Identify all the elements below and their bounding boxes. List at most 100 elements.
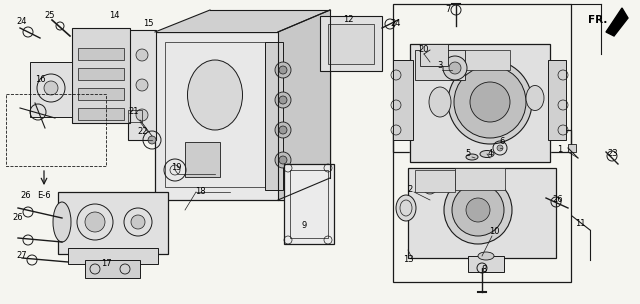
Bar	[68, 248, 158, 264]
Circle shape	[470, 82, 510, 122]
Bar	[393, 60, 413, 140]
Circle shape	[275, 152, 291, 168]
Circle shape	[279, 66, 287, 74]
Text: 22: 22	[138, 127, 148, 136]
Bar	[408, 168, 556, 258]
Text: 26: 26	[13, 213, 23, 223]
Text: 8: 8	[481, 265, 486, 275]
Bar	[465, 50, 510, 70]
Circle shape	[279, 96, 287, 104]
Bar	[58, 192, 168, 254]
Circle shape	[136, 79, 148, 91]
Text: 9: 9	[301, 222, 307, 230]
Circle shape	[275, 92, 291, 108]
Text: 19: 19	[171, 164, 181, 172]
Ellipse shape	[422, 176, 438, 194]
Circle shape	[444, 176, 512, 244]
Text: 3: 3	[437, 61, 443, 71]
Text: 1: 1	[557, 146, 563, 154]
Text: 15: 15	[143, 19, 153, 29]
Bar	[468, 256, 504, 272]
Bar	[328, 24, 374, 64]
Text: FR.: FR.	[588, 15, 607, 25]
Bar	[410, 44, 550, 162]
Bar	[78, 88, 124, 100]
Ellipse shape	[396, 195, 416, 221]
Bar	[415, 50, 465, 80]
Text: 13: 13	[403, 255, 413, 264]
Bar	[72, 28, 130, 123]
Bar	[78, 68, 124, 80]
Polygon shape	[410, 44, 550, 162]
Text: 10: 10	[489, 227, 499, 237]
Text: 24: 24	[17, 18, 28, 26]
Circle shape	[452, 184, 504, 236]
Bar	[284, 164, 334, 244]
Bar	[78, 108, 124, 120]
Text: 4: 4	[488, 150, 493, 158]
Circle shape	[131, 215, 145, 229]
Circle shape	[275, 122, 291, 138]
Text: 20: 20	[419, 46, 429, 54]
Circle shape	[136, 109, 148, 121]
Text: 26: 26	[553, 195, 563, 205]
Circle shape	[454, 66, 526, 138]
Bar	[265, 42, 283, 190]
Ellipse shape	[526, 85, 544, 110]
Polygon shape	[278, 10, 330, 200]
Text: 21: 21	[129, 108, 140, 116]
Circle shape	[466, 198, 490, 222]
Text: 24: 24	[391, 19, 401, 29]
Text: 7: 7	[445, 5, 451, 15]
Circle shape	[448, 60, 532, 144]
Bar	[155, 32, 330, 200]
Circle shape	[279, 156, 287, 164]
Bar	[290, 170, 328, 238]
Circle shape	[449, 62, 461, 74]
Bar	[568, 144, 576, 152]
Bar	[185, 142, 220, 177]
Circle shape	[275, 62, 291, 78]
Bar	[30, 62, 72, 117]
Circle shape	[279, 126, 287, 134]
Bar	[128, 110, 142, 122]
Polygon shape	[155, 10, 330, 32]
Ellipse shape	[53, 202, 71, 242]
Bar	[455, 168, 505, 190]
Text: 11: 11	[575, 219, 585, 229]
Circle shape	[148, 136, 156, 144]
Text: 6: 6	[499, 137, 505, 147]
Bar	[548, 60, 566, 140]
Text: 23: 23	[608, 150, 618, 158]
Circle shape	[136, 49, 148, 61]
Ellipse shape	[466, 154, 478, 160]
Text: 5: 5	[465, 150, 470, 158]
Polygon shape	[606, 8, 628, 36]
Bar	[85, 260, 140, 278]
Text: E-6: E-6	[37, 192, 51, 201]
Text: 12: 12	[343, 16, 353, 25]
Ellipse shape	[188, 60, 243, 130]
Circle shape	[44, 81, 58, 95]
Text: 27: 27	[17, 251, 28, 261]
Text: 2: 2	[408, 185, 413, 195]
Circle shape	[85, 212, 105, 232]
Ellipse shape	[480, 150, 494, 157]
Ellipse shape	[429, 87, 451, 117]
Circle shape	[497, 145, 503, 151]
Text: 16: 16	[35, 75, 45, 85]
Text: 14: 14	[109, 12, 119, 20]
Ellipse shape	[478, 252, 494, 260]
Text: 18: 18	[195, 188, 205, 196]
Bar	[420, 44, 448, 66]
Text: 25: 25	[45, 12, 55, 20]
Bar	[78, 48, 124, 60]
Circle shape	[443, 56, 467, 80]
Text: 26: 26	[20, 192, 31, 201]
Bar	[410, 44, 550, 162]
Bar	[393, 130, 571, 282]
Text: 17: 17	[100, 260, 111, 268]
Bar	[165, 42, 265, 187]
Bar	[320, 16, 382, 71]
Bar	[415, 170, 455, 192]
